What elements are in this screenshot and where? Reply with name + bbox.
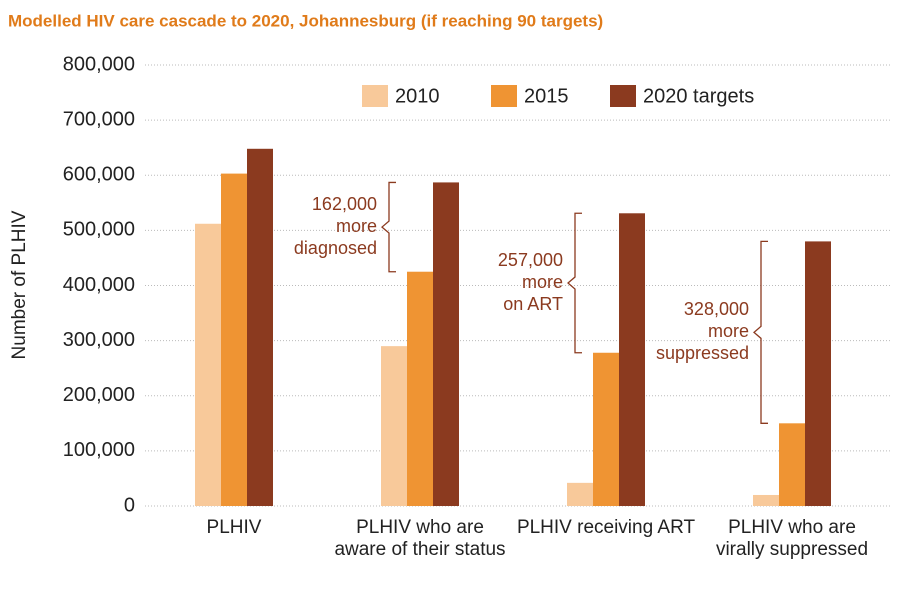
y-tick-label: 700,000 <box>63 108 135 130</box>
bar <box>593 352 619 506</box>
y-tick-label: 0 <box>124 494 135 516</box>
annotation: more <box>708 321 749 341</box>
annotation: more <box>336 216 377 236</box>
legend-swatch <box>362 85 388 107</box>
bar <box>753 494 779 506</box>
annotation: 328,000 <box>684 299 749 319</box>
bar <box>221 173 247 506</box>
bar <box>805 241 831 506</box>
x-tick-label: PLHIV who are aware of their status <box>334 517 506 560</box>
brace <box>567 212 582 354</box>
annotation: suppressed <box>656 343 749 363</box>
y-tick-label: 100,000 <box>63 439 135 461</box>
brace <box>381 181 396 273</box>
annotation: 257,000 <box>498 250 563 270</box>
bar <box>433 182 459 506</box>
x-tick-label: PLHIV <box>206 517 262 538</box>
bar <box>567 482 593 506</box>
y-tick-label: 200,000 <box>63 384 135 406</box>
y-axis-label: Number of PLHIV <box>9 210 30 359</box>
annotation: more <box>522 272 563 292</box>
bar <box>779 423 805 506</box>
y-tick-label: 800,000 <box>63 53 135 75</box>
legend-label: 2020 targets <box>643 85 754 107</box>
brace <box>753 240 768 424</box>
x-tick-label: PLHIV receiving ART <box>516 517 696 538</box>
y-tick-label: 400,000 <box>63 274 135 296</box>
legend-label: 2015 <box>524 85 569 107</box>
y-tick-label: 300,000 <box>63 329 135 351</box>
bar <box>195 223 221 506</box>
annotation: on ART <box>503 294 563 314</box>
legend-label: 2010 <box>395 85 440 107</box>
y-tick-label: 500,000 <box>63 219 135 241</box>
bar <box>407 271 433 506</box>
x-tick-label: PLHIV who are virally suppressed <box>715 517 869 560</box>
bar <box>619 213 645 506</box>
legend-swatch <box>491 85 517 107</box>
annotation: diagnosed <box>294 238 377 258</box>
y-tick-label: 600,000 <box>63 164 135 186</box>
legend-swatch <box>610 85 636 107</box>
annotation: 162,000 <box>312 194 377 214</box>
bar <box>381 346 407 506</box>
chart-title: Modelled HIV care cascade to 2020, Johan… <box>8 11 603 30</box>
bar <box>247 148 273 507</box>
